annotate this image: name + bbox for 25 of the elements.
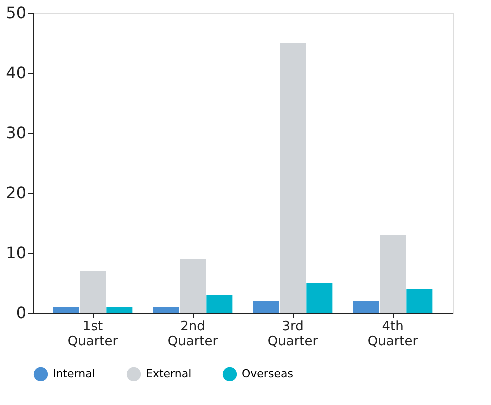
x-tick-label: 4th Quarter — [368, 320, 419, 350]
y-tick-label: 0 — [16, 304, 26, 322]
y-tick-label: 40 — [6, 64, 26, 82]
bar — [206, 295, 233, 313]
bar — [153, 307, 180, 313]
bar — [280, 43, 306, 313]
y-tick-label: 30 — [6, 124, 26, 142]
bar — [380, 235, 406, 313]
x-tick-label: 1st Quarter — [68, 320, 119, 350]
legend-label: Overseas — [242, 367, 294, 380]
bar — [253, 301, 280, 313]
y-tick-label: 20 — [6, 184, 26, 202]
legend-label: External — [146, 367, 192, 380]
bar — [406, 289, 433, 313]
bar — [353, 301, 380, 313]
bar — [53, 307, 80, 313]
bar — [180, 259, 206, 313]
x-tick-label: 2nd Quarter — [168, 320, 219, 350]
x-tick-label: 3rd Quarter — [268, 320, 319, 350]
bar — [106, 307, 133, 313]
y-tick-label: 10 — [6, 244, 26, 262]
bar — [306, 283, 333, 313]
y-tick-label: 50 — [6, 4, 26, 22]
bar — [80, 271, 106, 313]
legend-label: Internal — [53, 367, 96, 380]
